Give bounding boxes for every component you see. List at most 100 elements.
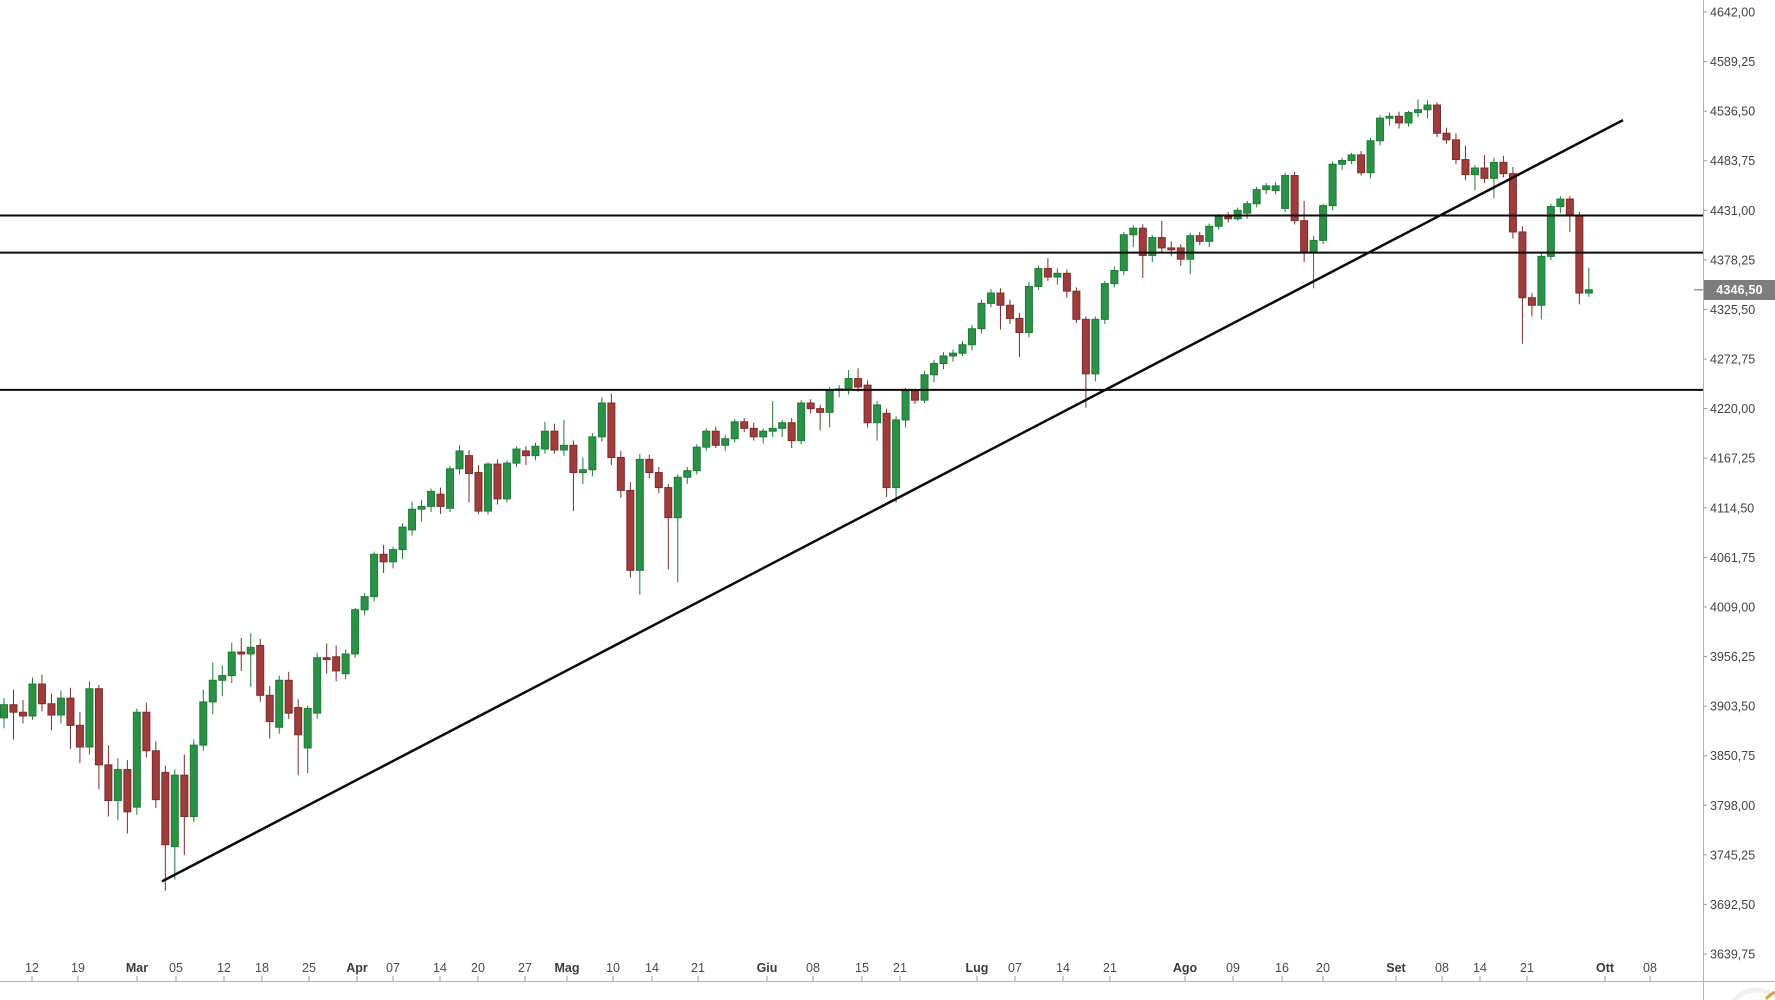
candle: [550, 423, 559, 454]
candle: [483, 462, 492, 515]
candle: [1518, 226, 1527, 344]
candle-body: [1072, 290, 1081, 320]
candle: [1423, 100, 1432, 119]
y-tick-label: 3692,50: [1710, 898, 1755, 912]
candle-body: [75, 724, 84, 748]
x-tick-label: 21: [893, 961, 907, 975]
candle: [911, 388, 920, 404]
candle-body: [1442, 132, 1451, 141]
x-axis[interactable]: 12 19 Mar 05 12 18 25 Apr 07 14 20 27 Mag 10 14 21 Giu 08…: [25, 961, 1657, 981]
x-tick-label: 16: [1275, 961, 1289, 975]
candle: [759, 428, 768, 444]
candle-body: [702, 430, 711, 448]
trendline[interactable]: [161, 118, 1624, 883]
candle-body: [588, 436, 597, 471]
candle-body: [1148, 237, 1157, 256]
candle-body: [1338, 160, 1347, 165]
candle: [1508, 167, 1517, 239]
candle-body: [1395, 115, 1404, 124]
candle-body: [911, 390, 920, 401]
candle: [1414, 99, 1423, 118]
candle-body: [322, 657, 331, 661]
y-tick-label: 4642,00: [1710, 6, 1755, 20]
candle-body: [1480, 167, 1489, 179]
x-tick-label: 19: [71, 961, 85, 975]
candle: [1347, 152, 1356, 165]
candle-body: [1290, 175, 1299, 222]
candle-body: [370, 553, 379, 598]
candle-body: [569, 444, 578, 474]
candle: [408, 501, 417, 536]
candle-body: [208, 679, 217, 703]
candle-body: [854, 378, 863, 388]
candle-body: [218, 675, 227, 681]
candle: [531, 442, 540, 461]
candle: [294, 699, 303, 776]
candle-body: [0, 704, 8, 719]
candle-body: [341, 653, 350, 675]
candle-body: [1575, 215, 1584, 294]
candle: [1148, 234, 1157, 263]
candle-body: [1527, 297, 1536, 306]
candle-body: [446, 468, 455, 509]
candle-body: [1508, 173, 1517, 233]
candle-body: [1062, 272, 1071, 292]
candle: [816, 404, 825, 431]
candle-body: [1584, 289, 1593, 294]
y-axis[interactable]: 4642,00 4589,25 4536,50 4483,75 4431,00 4378,…: [1703, 6, 1755, 962]
candle: [664, 483, 673, 570]
candle: [493, 459, 502, 505]
candle-body: [977, 302, 986, 330]
candle-body: [1214, 216, 1223, 227]
candle: [465, 449, 474, 503]
candle-body: [113, 769, 122, 802]
candle-body: [1110, 269, 1119, 285]
candle: [939, 352, 948, 370]
candle-body: [578, 469, 587, 474]
candle: [920, 371, 929, 403]
candle-body: [56, 697, 65, 716]
candle: [930, 359, 939, 383]
candle: [1357, 151, 1366, 176]
candle-body: [132, 711, 141, 808]
candle-body: [104, 764, 113, 802]
y-tick-label: 4220,00: [1710, 402, 1755, 416]
candle-body: [284, 679, 293, 714]
candle: [132, 708, 141, 815]
candle-body: [1186, 235, 1195, 260]
candle: [873, 401, 882, 441]
candle: [1110, 266, 1119, 288]
candle: [142, 702, 151, 758]
y-tick-label: 4325,50: [1710, 303, 1755, 317]
candle: [521, 446, 530, 466]
candle-body: [692, 446, 701, 472]
candle-body: [1167, 247, 1176, 251]
candle: [1546, 203, 1555, 261]
candle: [863, 380, 872, 428]
candle-body: [759, 430, 768, 438]
candle-body: [1404, 112, 1413, 124]
candle: [189, 739, 198, 823]
candle: [427, 488, 436, 513]
candle: [351, 607, 360, 658]
x-tick-label: 15: [855, 961, 869, 975]
candle-body: [256, 644, 265, 696]
candle: [1024, 281, 1033, 338]
candle: [711, 426, 720, 449]
candle-body: [540, 430, 549, 450]
candle: [1281, 172, 1290, 213]
candle-body: [1224, 216, 1233, 220]
candle-body: [294, 707, 303, 736]
candle-body: [227, 651, 236, 677]
x-tick-label: 27: [518, 961, 532, 975]
candle-body: [1138, 227, 1147, 256]
candle-body: [94, 688, 103, 766]
candle: [1005, 299, 1014, 325]
candle-body: [958, 344, 967, 354]
candle: [75, 712, 84, 763]
candle-body: [161, 771, 170, 846]
candle-body: [635, 458, 644, 571]
candle-body: [455, 450, 464, 470]
candle-body: [787, 422, 796, 442]
